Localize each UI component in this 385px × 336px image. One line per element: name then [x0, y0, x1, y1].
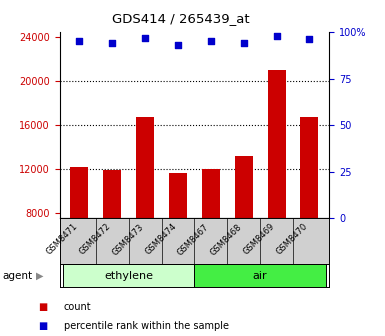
Text: ■: ■: [38, 321, 48, 331]
Text: GSM8473: GSM8473: [110, 222, 145, 257]
Bar: [202, 169, 220, 301]
Text: percentile rank within the sample: percentile rank within the sample: [64, 321, 229, 331]
Bar: [103, 170, 121, 301]
Bar: [268, 70, 286, 301]
Bar: [136, 118, 154, 301]
Bar: [63, 264, 194, 287]
Bar: [300, 118, 318, 301]
Bar: [70, 167, 89, 301]
Point: [306, 37, 313, 42]
Point: [142, 35, 148, 40]
Text: GDS414 / 265439_at: GDS414 / 265439_at: [112, 12, 250, 25]
Text: count: count: [64, 302, 91, 312]
Bar: [235, 156, 253, 301]
Point: [175, 42, 181, 48]
Text: GSM8469: GSM8469: [242, 222, 276, 257]
Point: [273, 33, 280, 38]
Bar: [169, 173, 187, 301]
Text: GSM8467: GSM8467: [176, 222, 211, 257]
Bar: [194, 264, 326, 287]
Text: agent: agent: [2, 270, 32, 281]
Text: GSM8470: GSM8470: [275, 222, 310, 257]
Point: [241, 40, 247, 46]
Text: air: air: [253, 270, 268, 281]
Text: ▶: ▶: [36, 270, 43, 281]
Text: ethylene: ethylene: [104, 270, 153, 281]
Point: [208, 39, 214, 44]
Text: GSM8472: GSM8472: [77, 222, 112, 257]
Text: GSM8468: GSM8468: [209, 222, 244, 257]
Text: GSM8474: GSM8474: [143, 222, 178, 257]
Text: GSM8471: GSM8471: [45, 222, 79, 257]
Point: [76, 39, 82, 44]
Point: [109, 40, 116, 46]
Text: ■: ■: [38, 302, 48, 312]
